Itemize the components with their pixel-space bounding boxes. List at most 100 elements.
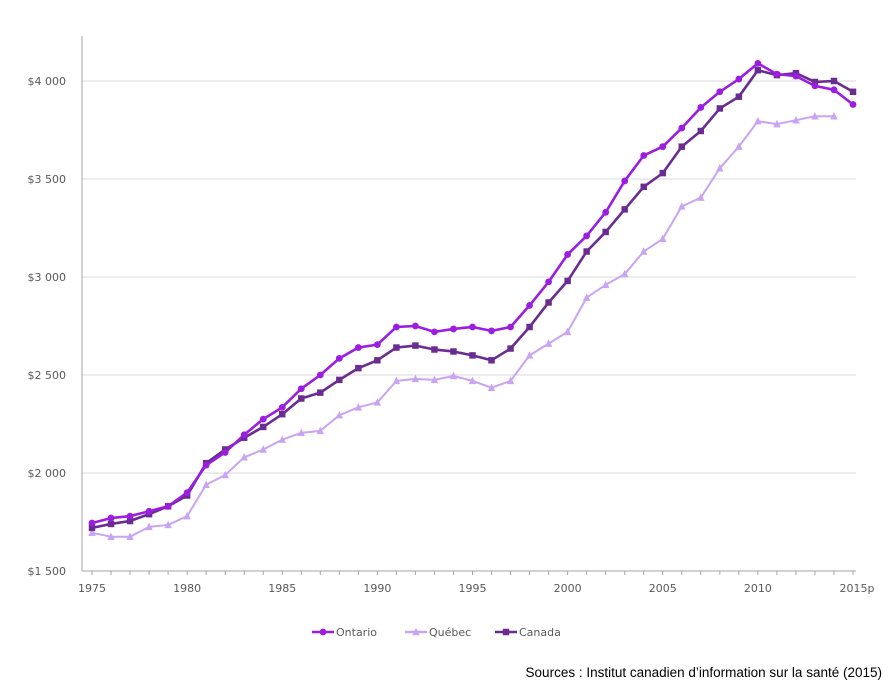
data-point [316,371,324,379]
data-point [659,143,667,151]
data-point [164,520,172,529]
data-point [107,520,115,528]
series-markers-québec [88,112,838,540]
data-point [678,143,686,150]
data-point [450,348,457,355]
data-point [259,445,267,453]
x-tick-label: 2005 [649,582,677,595]
data-point [754,59,762,67]
series-markers-canada [88,66,857,532]
data-point [145,507,153,515]
x-tick-label: 2010 [744,582,772,595]
data-point [126,532,134,540]
y-tick-label: $4 000 [28,75,67,88]
data-point [621,206,628,213]
data-point [811,78,819,86]
data-point [544,339,553,347]
y-tick-label: $2 000 [28,467,67,480]
data-point [145,522,153,531]
data-point [412,342,419,349]
data-point [792,115,800,124]
data-point [507,323,514,331]
data-point [355,364,362,372]
data-point [716,88,724,96]
data-point [849,101,857,108]
data-point [221,470,229,479]
data-point [88,528,96,537]
data-point [374,357,381,364]
data-point [507,345,514,352]
data-point [126,512,134,520]
legend-item-québec: Québec [405,626,471,639]
source-note: Sources : Institut canadien d’informatio… [526,665,882,680]
data-point [88,519,96,527]
data-point [811,82,819,90]
data-point [735,75,743,83]
data-point [830,86,838,94]
data-point [659,234,667,243]
data-point [773,119,781,128]
data-point [773,70,781,78]
data-point [373,341,381,349]
data-point [716,163,724,172]
data-point [469,352,476,359]
data-point [502,628,510,636]
data-point [354,344,362,351]
data-point [678,202,686,210]
data-point [735,142,743,150]
data-point [354,403,363,411]
data-point [335,354,343,362]
data-point [335,410,344,419]
data-point [811,112,819,120]
axes [81,36,856,575]
data-point [526,302,533,309]
data-point [735,93,743,100]
data-point [319,628,327,636]
data-point [336,376,343,384]
data-point [697,104,705,111]
series-line-québec [91,115,834,538]
data-point [411,374,420,383]
data-point [545,278,552,286]
data-point [583,248,590,255]
data-point [602,208,610,216]
legend-item-canada: Canada [495,626,561,639]
data-point [564,251,572,258]
data-point [525,351,534,359]
data-point [431,328,438,336]
y-tick-label: $3 000 [28,271,67,284]
data-point [164,502,172,510]
data-point [449,371,458,380]
data-point [849,88,857,96]
gridlines [82,80,856,474]
data-point [830,112,838,120]
data-point [221,449,229,456]
data-point [697,127,705,135]
data-point [830,77,838,85]
data-point [640,152,648,159]
data-point [640,183,647,191]
data-point [393,323,400,331]
data-point [183,489,191,496]
data-point [412,627,420,636]
data-point [373,398,382,406]
data-point [430,375,439,384]
data-point [488,357,495,364]
data-point [431,346,438,353]
data-point [297,428,306,437]
x-tick-label: 1995 [459,582,487,595]
legend: Ontario Québec Canada [312,626,561,639]
y-tick-label: $2 500 [28,369,67,382]
data-point [240,431,248,439]
x-tick-label: 1975 [78,582,106,595]
x-tick-label: 2015p [840,582,875,595]
legend-label: Canada [519,626,561,639]
data-point [297,385,305,393]
data-point [88,524,96,532]
data-point [126,517,134,525]
data-point [678,124,686,132]
y-tick-label: $1 500 [28,565,67,578]
x-axis-tick-labels: 1975 1980 1985 1990 1995 2000 2005 2010 2015p [78,582,875,595]
x-tick-label: 1990 [363,582,391,595]
